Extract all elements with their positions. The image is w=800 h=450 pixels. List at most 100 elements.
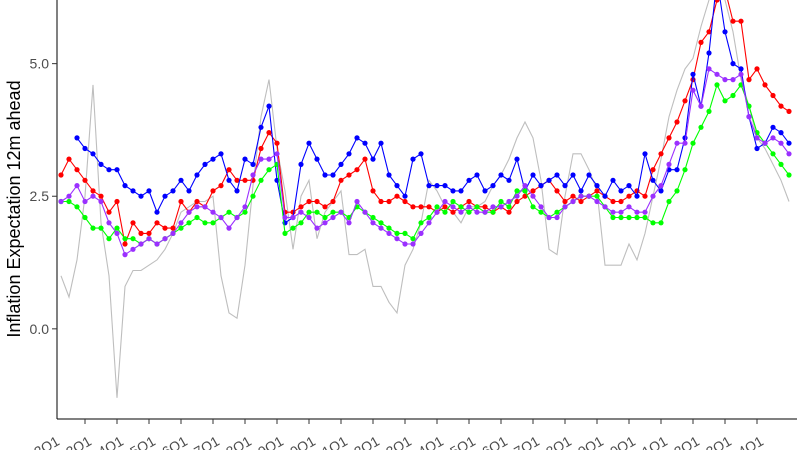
data-point [562,198,568,205]
data-point [370,214,376,221]
data-point [650,193,656,199]
data-point [642,193,648,199]
data-point [714,0,720,3]
data-point [770,135,776,141]
data-point [306,198,312,205]
data-point [418,151,424,157]
data-point [514,188,520,194]
data-point [474,209,480,215]
data-point [330,172,336,178]
data-point [410,156,416,162]
data-point [722,29,728,35]
data-point [738,71,744,77]
data-point [146,230,152,236]
data-point [362,156,368,162]
data-point [442,209,448,215]
x-tick-label: 4Q1 [415,433,446,450]
data-point [290,214,296,221]
data-point [258,177,264,183]
data-point [338,177,344,183]
data-point [514,198,520,205]
data-point [554,172,560,178]
data-point [434,209,440,215]
data-point [674,167,680,173]
data-point [106,209,112,215]
data-point [226,177,232,183]
data-point [234,188,240,194]
data-point [178,177,184,183]
x-tick-label: 0Q1 [287,433,318,450]
data-point [370,188,376,194]
data-point [618,188,624,194]
data-point [546,214,552,221]
data-point [130,220,136,226]
data-point [674,119,680,125]
series-4 [60,0,790,398]
data-point [210,156,216,162]
data-point [90,188,96,194]
data-point [586,172,592,178]
data-point [538,183,544,189]
data-point [498,172,504,178]
data-point [266,130,272,136]
data-point [106,220,112,226]
data-point [426,214,432,221]
data-point [394,183,400,189]
data-point [402,230,408,236]
x-ticks: 2Q1 3Q1 4Q1 5Q1 6Q1 7Q1 8Q1 9Q1 0Q1 1Q1 2Q1 3Q1 4Q1 5… [31,419,766,450]
x-tick-label: 9Q1 [255,433,286,450]
data-point [98,198,104,205]
x-tick-label: 2Q1 [31,433,62,450]
data-point [274,140,280,146]
data-point [370,156,376,162]
data-point [322,220,328,226]
data-point [298,204,304,210]
data-point [530,204,536,210]
data-point [482,209,488,215]
data-point [434,183,440,189]
data-point [466,209,472,215]
data-point [538,209,544,215]
data-point [146,236,152,242]
data-point [730,77,736,83]
data-point [98,161,104,167]
x-tick-label: 3Q1 [383,433,414,450]
data-point [242,156,248,162]
series-0 [58,0,792,247]
data-point [306,214,312,221]
data-point [466,198,472,205]
data-point [74,135,80,141]
data-point [682,98,688,104]
data-point [722,98,728,104]
data-point [642,214,648,221]
data-point [746,77,752,83]
data-point [186,188,192,194]
data-point [202,220,208,226]
x-tick-label: 7Q1 [511,433,542,450]
data-point [66,193,72,199]
data-point [650,220,656,226]
series-line [76,0,790,224]
data-point [554,214,560,221]
x-tick-label: 9Q1 [575,433,606,450]
data-point [242,204,248,210]
data-point [314,156,320,162]
data-point [330,214,336,221]
data-point [82,177,88,183]
data-point [346,220,352,226]
data-point [570,193,576,199]
data-point [314,225,320,231]
data-point [754,145,760,152]
data-point [786,140,792,146]
data-point [202,161,208,167]
data-point [114,198,120,205]
data-point [698,103,704,109]
data-point [450,209,456,215]
data-point [210,188,216,194]
data-point [122,183,128,189]
data-point [306,209,312,215]
data-point [634,209,640,215]
data-point [90,225,96,231]
data-point [522,183,528,189]
series-2 [58,82,792,247]
